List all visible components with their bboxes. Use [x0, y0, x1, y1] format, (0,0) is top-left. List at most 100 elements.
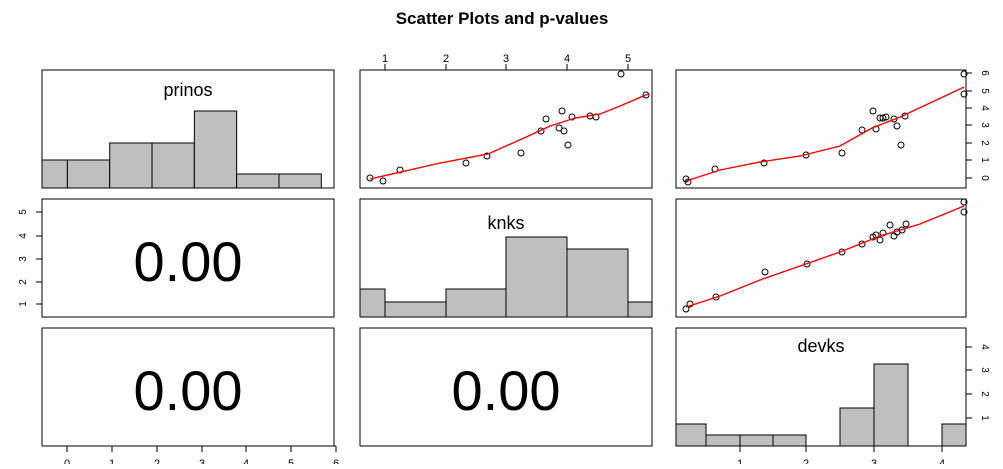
knks-y-axis-tick-label: 3	[18, 256, 29, 262]
histogram-bar	[627, 301, 653, 318]
histogram-bar	[151, 142, 195, 189]
histogram-bar	[566, 248, 629, 318]
prinos-knks-smooth-line	[369, 93, 649, 180]
histogram-bar	[384, 301, 447, 318]
knks-y-axis-tick-label: 2	[18, 279, 29, 285]
histogram-bar	[278, 173, 322, 189]
prinos-right-y-axis-tick-label: 4	[979, 105, 990, 111]
histogram-bar	[772, 434, 807, 447]
devks-x-axis-tick-label: 1	[737, 458, 743, 464]
prinos-knks-point	[517, 149, 525, 157]
panel-frame-1-2	[675, 198, 967, 318]
prinos-x-axis-tick-label: 0	[64, 458, 70, 464]
histogram-bar	[675, 423, 707, 447]
prinos-devks-point	[869, 107, 877, 115]
prinos-devks-point	[897, 141, 905, 149]
devks-right-y-axis-tick-label: 1	[979, 415, 990, 421]
prinos-knks-point	[396, 166, 404, 174]
prinos-devks-point	[838, 149, 846, 157]
p-value-label: 0.00	[134, 359, 243, 422]
histogram-bar	[66, 159, 111, 189]
prinos-devks-point	[882, 113, 890, 121]
knks-y-axis-tick-label: 5	[18, 209, 29, 215]
knks-devks-point	[960, 208, 968, 216]
variable-label: knks	[487, 213, 524, 233]
p-value-label: 0.00	[452, 359, 561, 422]
knks-devks-point	[761, 268, 769, 276]
histogram-bar	[359, 288, 386, 318]
histogram-bar	[445, 288, 507, 318]
histogram-bar	[109, 142, 153, 189]
prinos-x-axis-tick-label: 1	[109, 458, 115, 464]
histogram-bar	[41, 159, 68, 189]
knks-devks-point	[902, 220, 910, 228]
prinos-knks-point	[564, 141, 572, 149]
histogram-bar	[839, 407, 875, 447]
prinos-right-y-axis-tick-label: 6	[979, 70, 990, 76]
prinos-x-axis-tick-label: 2	[154, 458, 160, 464]
prinos-x-axis-tick-label: 5	[288, 458, 294, 464]
prinos-right-y-axis-tick-label: 2	[979, 140, 990, 146]
prinos-x-axis-tick-label: 3	[199, 458, 205, 464]
prinos-right-y-axis-tick-label: 1	[979, 157, 990, 163]
prinos-devks-point	[879, 114, 887, 122]
knks-x-axis-tick-label: 4	[564, 53, 570, 65]
devks-right-y-axis-tick-label: 4	[979, 344, 990, 350]
devks-x-axis-tick-label: 3	[871, 458, 877, 464]
knks-devks-point	[890, 232, 898, 240]
prinos-knks-point	[379, 177, 387, 185]
prinos-devks-smooth-line	[685, 86, 965, 182]
knks-x-axis-tick-label: 5	[625, 53, 631, 65]
histogram-bar	[505, 236, 568, 318]
knks-devks-point	[682, 305, 690, 313]
prinos-right-y-axis-tick-label: 5	[979, 88, 990, 94]
p-value-label: 0.00	[134, 230, 243, 293]
prinos-knks-point	[555, 124, 563, 132]
variable-label: devks	[797, 336, 844, 356]
prinos-devks-point	[684, 178, 692, 186]
histogram-bar	[193, 110, 238, 189]
prinos-knks-point	[642, 91, 650, 99]
prinos-knks-point	[542, 115, 550, 123]
devks-right-y-axis-tick-label: 2	[979, 391, 990, 397]
prinos-right-y-axis-tick-label: 0	[979, 175, 990, 181]
devks-x-axis-tick-label: 4	[939, 458, 945, 464]
prinos-x-axis-tick-label: 4	[243, 458, 249, 464]
histogram-bar	[873, 363, 909, 447]
knks-devks-point	[960, 198, 968, 206]
knks-y-axis-tick-label: 4	[18, 233, 29, 239]
prinos-devks-point	[760, 159, 768, 167]
prinos-knks-point	[560, 127, 568, 135]
chart-title: Scatter Plots and p-values	[396, 9, 609, 28]
histogram-bar	[941, 423, 967, 447]
knks-devks-point	[886, 221, 894, 229]
histogram-bar	[739, 434, 774, 447]
knks-y-axis-tick-label: 1	[18, 301, 29, 307]
prinos-devks-point	[960, 90, 968, 98]
knks-x-axis-tick-label: 2	[443, 53, 449, 65]
variable-label: prinos	[163, 80, 212, 100]
knks-devks-smooth-line	[685, 205, 965, 308]
prinos-devks-point	[893, 122, 901, 130]
knks-x-axis-tick-label: 3	[503, 53, 509, 65]
devks-right-y-axis-tick-label: 3	[979, 367, 990, 373]
prinos-devks-point	[960, 70, 968, 78]
knks-x-axis-tick-label: 1	[382, 53, 388, 65]
prinos-knks-point	[483, 152, 491, 160]
histogram-bar	[705, 434, 741, 447]
prinos-right-y-axis-tick-label: 3	[979, 122, 990, 128]
histogram-bar	[236, 173, 280, 189]
knks-devks-point	[879, 229, 887, 237]
prinos-x-axis-tick-label: 6	[333, 458, 339, 464]
panel-frame-0-1	[359, 69, 653, 189]
knks-devks-point	[876, 236, 884, 244]
panel-frame-2-1	[359, 327, 653, 447]
prinos-knks-point	[617, 70, 625, 78]
prinos-knks-point	[558, 107, 566, 115]
prinos-knks-point	[568, 113, 576, 121]
prinos-devks-point	[890, 115, 898, 123]
devks-x-axis-tick-label: 2	[803, 458, 809, 464]
prinos-knks-point	[462, 159, 470, 167]
